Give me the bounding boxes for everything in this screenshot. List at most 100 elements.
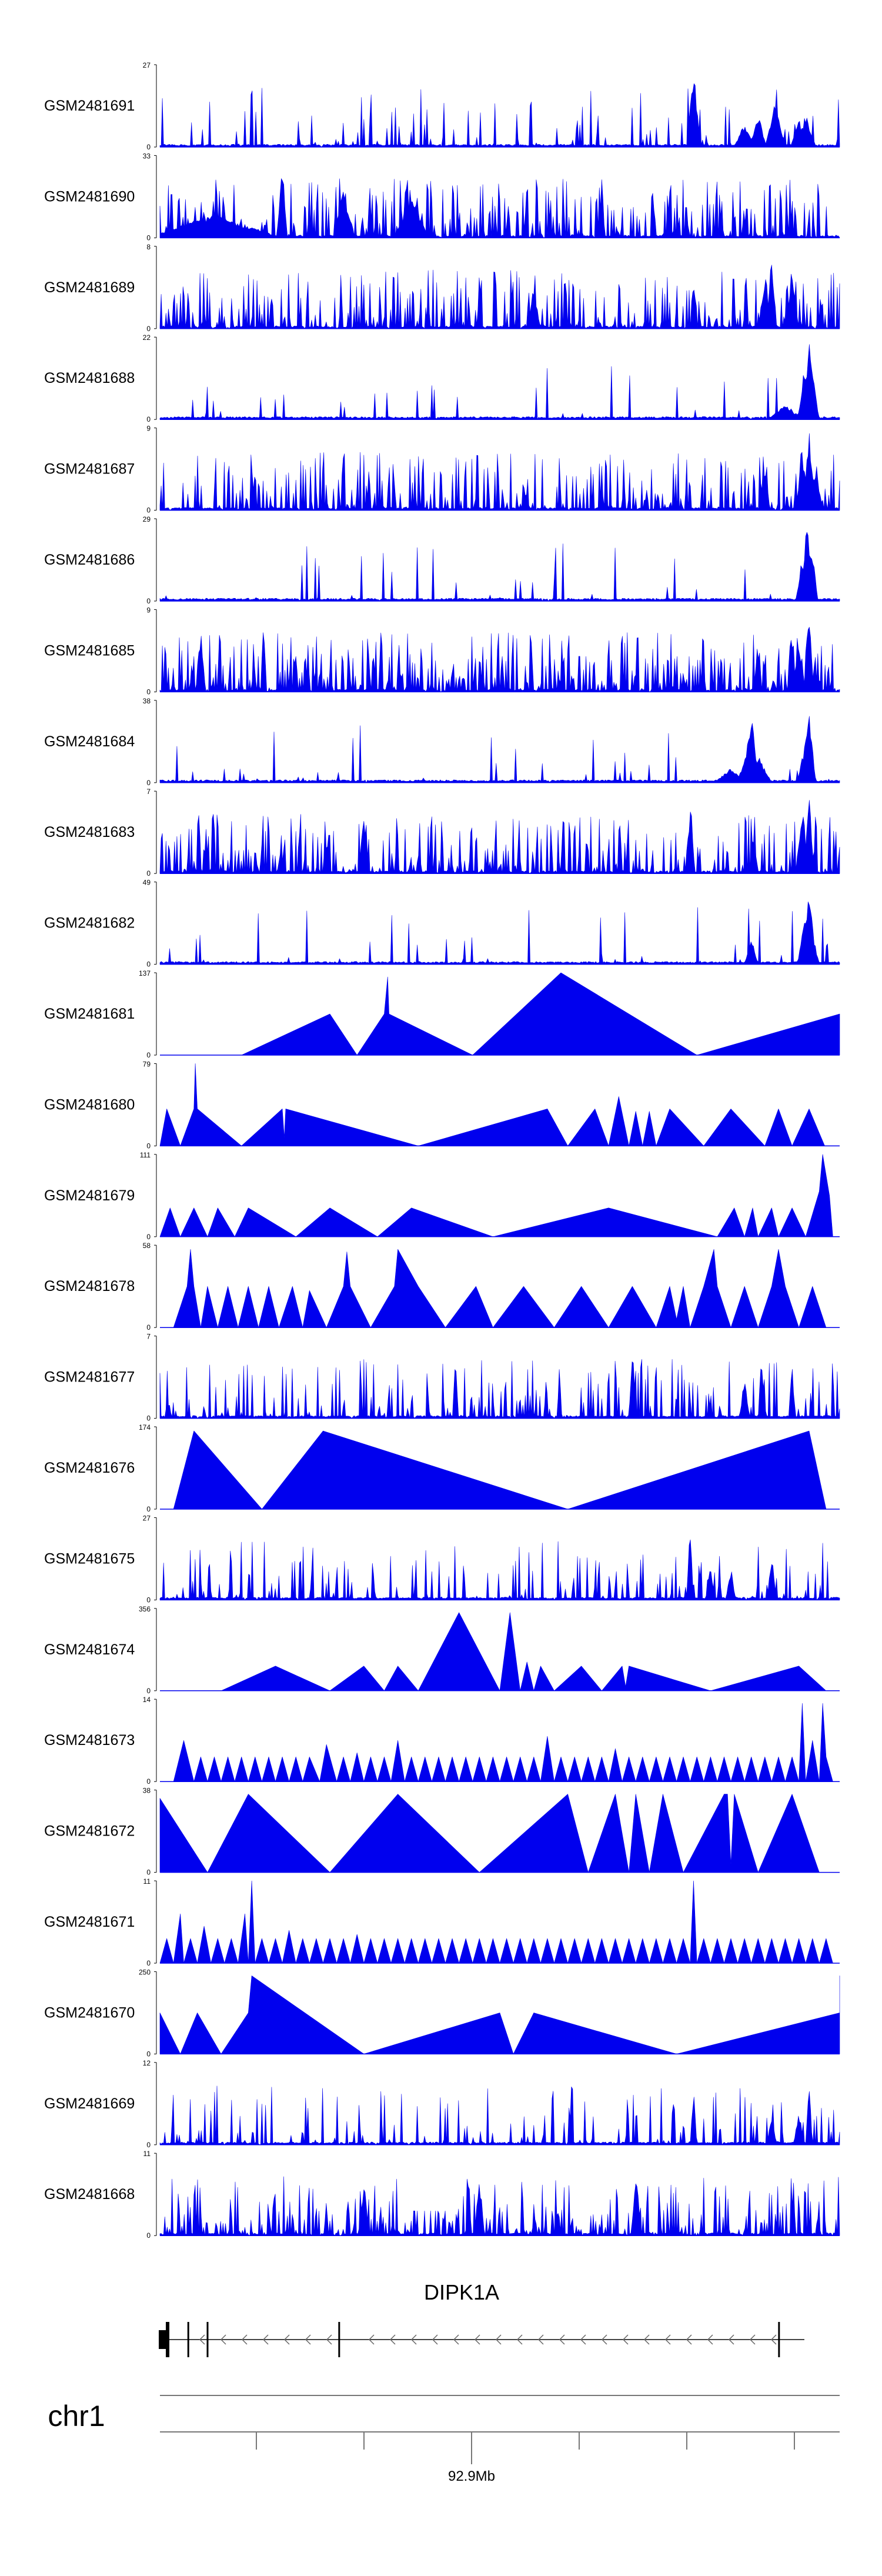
track-label: GSM2481676 (44, 1460, 135, 1476)
strand-arrow (770, 2334, 777, 2345)
ymin-tick-label: 0 (146, 688, 151, 696)
ymax-tick-label: 7 (146, 1333, 151, 1341)
ymin-tick-label: 0 (146, 1142, 151, 1150)
track-label: GSM2481674 (44, 1641, 135, 1658)
ymin-tick-label: 0 (146, 1414, 151, 1423)
track-GSM2481678: GSM2481678 58 0 (44, 1242, 840, 1332)
strand-arrow (749, 2334, 756, 2345)
coverage-area (173, 1249, 827, 1328)
coverage-area (241, 972, 840, 1056)
strand-arrow (686, 2334, 692, 2345)
track-label: GSM2481679 (44, 1187, 135, 1204)
track-GSM2481671: GSM2481671 11 0 (44, 1877, 840, 1967)
exon-utr (159, 2330, 167, 2349)
coverage-area (159, 1976, 840, 2054)
track-label: GSM2481675 (44, 1550, 135, 1567)
track-GSM2481677: GSM2481677 7 0 (44, 1333, 840, 1423)
coverage-area (173, 1703, 833, 1782)
coverage-area (159, 716, 840, 783)
track-GSM2481689: GSM2481689 8 0 (44, 243, 840, 333)
ymin-tick-label: 0 (146, 1323, 151, 1332)
ymin-tick-label: 0 (146, 779, 151, 787)
track-GSM2481682: GSM2481682 49 0 (44, 879, 840, 969)
coverage-area (159, 627, 840, 692)
strand-arrow (580, 2334, 586, 2345)
track-label: GSM2481678 (44, 1278, 135, 1294)
track-GSM2481673: GSM2481673 14 0 (44, 1696, 840, 1786)
coverage-area (159, 1359, 840, 1419)
coverage-area (159, 265, 840, 329)
track-GSM2481676: GSM2481676 174 0 (44, 1423, 840, 1513)
track-label: GSM2481677 (44, 1369, 135, 1386)
track-GSM2481691: GSM2481691 27 0 (44, 61, 840, 151)
strand-arrow (199, 2334, 205, 2345)
track-label: GSM2481672 (44, 1823, 135, 1840)
ymax-tick-label: 14 (143, 1696, 151, 1704)
ymax-tick-label: 111 (140, 1151, 151, 1159)
coverage-area (220, 1612, 827, 1691)
ymin-tick-label: 0 (146, 1233, 151, 1241)
ymin-tick-label: 0 (146, 960, 151, 969)
track-label: GSM2481670 (44, 2004, 135, 2021)
coverage-area (159, 2176, 840, 2236)
track-GSM2481672: GSM2481672 38 0 (44, 1787, 840, 1877)
coverage-area (159, 532, 840, 602)
ymax-tick-label: 356 (139, 1605, 151, 1613)
chromosome-axis (160, 2395, 840, 2464)
track-GSM2481683: GSM2481683 7 0 (44, 788, 840, 877)
ymin-tick-label: 0 (146, 2141, 151, 2149)
track-label: GSM2481691 (44, 98, 135, 114)
strand-arrow (432, 2334, 438, 2345)
ymax-tick-label: 174 (139, 1423, 151, 1432)
coverage-area (159, 902, 840, 965)
strand-arrow (262, 2334, 269, 2345)
ymin-tick-label: 0 (146, 506, 151, 515)
coverage-area (159, 178, 840, 238)
coverage-area (173, 1430, 827, 1510)
track-GSM2481684: GSM2481684 38 0 (44, 697, 840, 787)
strand-arrow (389, 2334, 396, 2345)
ymax-tick-label: 49 (143, 879, 151, 887)
track-label: GSM2481688 (44, 370, 135, 386)
chromosome-axis-track: chr1 92.9Mb (48, 2395, 840, 2484)
strand-arrow (664, 2334, 671, 2345)
ymax-tick-label: 29 (143, 515, 151, 523)
coverage-area (159, 800, 840, 874)
strand-arrow (495, 2334, 502, 2345)
coverage-area (159, 1539, 840, 1600)
track-GSM2481674: GSM2481674 356 0 (44, 1605, 840, 1695)
ymax-tick-label: 38 (143, 1787, 151, 1795)
strand-arrow (368, 2334, 375, 2345)
strand-arrow (220, 2334, 226, 2345)
strand-arrow (516, 2334, 523, 2345)
track-label: GSM2481684 (44, 733, 135, 750)
track-GSM2481681: GSM2481681 137 0 (44, 969, 840, 1059)
strand-arrow (241, 2334, 248, 2345)
ymax-tick-label: 38 (143, 697, 151, 705)
track-label: GSM2481673 (44, 1732, 135, 1749)
track-label: GSM2481689 (44, 279, 135, 296)
gene-name: DIPK1A (424, 2280, 499, 2304)
gene-annotation-track: DIPK1A (159, 2280, 804, 2357)
ymin-tick-label: 0 (146, 1596, 151, 1604)
track-label: GSM2481682 (44, 915, 135, 932)
ymin-tick-label: 0 (146, 1868, 151, 1877)
gene-model (159, 2322, 804, 2357)
strand-arrow (643, 2334, 650, 2345)
strand-arrow (559, 2334, 565, 2345)
ymax-tick-label: 7 (146, 788, 151, 796)
strand-arrow (707, 2334, 713, 2345)
ymax-tick-label: 11 (143, 2150, 151, 2158)
track-GSM2481685: GSM2481685 9 0 (44, 606, 840, 696)
ymax-tick-label: 250 (139, 1968, 151, 1976)
track-label: GSM2481671 (44, 1914, 135, 1930)
coverage-area (159, 344, 840, 420)
track-label: GSM2481668 (44, 2186, 135, 2203)
track-GSM2481690: GSM2481690 33 0 (44, 152, 840, 242)
track-label: GSM2481687 (44, 461, 135, 478)
coverage-area (159, 83, 840, 148)
ymin-tick-label: 0 (146, 2231, 151, 2240)
ymax-tick-label: 33 (143, 152, 151, 160)
coverage-area (159, 2086, 840, 2145)
